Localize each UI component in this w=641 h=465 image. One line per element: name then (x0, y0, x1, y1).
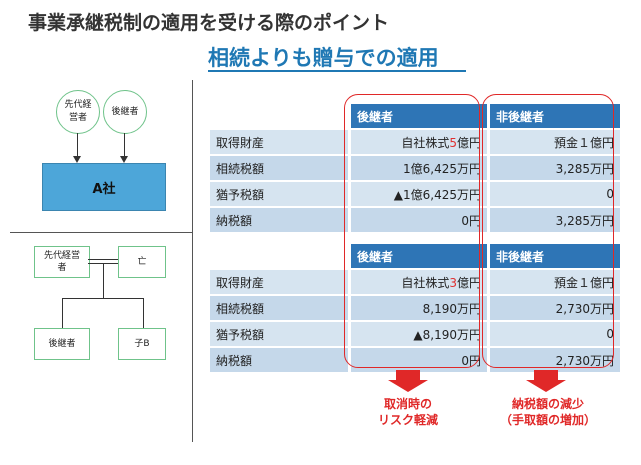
cell-non-successor: 0 (488, 321, 623, 348)
subtitle-underline (208, 70, 466, 72)
table-row: 猶予税額 ▲1億6,425万円 0 (210, 181, 623, 208)
company-label: A社 (92, 181, 116, 197)
successor-label: 後継者 (111, 106, 139, 117)
company-box: A社 (42, 163, 166, 211)
row-label: 取得財産 (210, 269, 351, 296)
row-label: 猶予税額 (210, 321, 351, 348)
arrow-line-predecessor (77, 133, 78, 161)
successor-highlight-ring (344, 94, 480, 368)
cell-successor: 0円 (349, 207, 490, 234)
table-row: 取得財産 自社株式3億円 預金１億円 (210, 269, 623, 296)
cell-text: 自社株式 (401, 135, 450, 150)
table-row: 相続税額 1億6,425万円 3,285万円 (210, 155, 623, 182)
row-label: 納税額 (210, 207, 351, 234)
note-tax-reduction: 納税額の減少 （手取額の増加） (488, 396, 608, 428)
child-line (143, 298, 144, 328)
header-non-successor: 非後継者 (488, 104, 623, 130)
cell-successor: ▲1億6,425万円 (349, 181, 490, 208)
cell-text: 自社株式 (401, 275, 450, 290)
cell-non-successor: 3,285万円 (488, 207, 623, 234)
table-header-row: 後継者 非後継者 (210, 244, 623, 270)
row-label: 猶予税額 (210, 181, 351, 208)
cell-successor: 自社株式3億円 (349, 269, 490, 296)
section-divider (10, 232, 192, 233)
table-row: 取得財産 自社株式5億円 預金１億円 (210, 129, 623, 156)
header-non-successor: 非後継者 (488, 244, 623, 270)
note-line: 取消時の (383, 397, 432, 411)
table-row: 猶予税額 ▲8,190万円 0 (210, 321, 623, 348)
cell-non-successor: 預金１億円 (488, 129, 623, 156)
family-child-box: 子B (118, 328, 166, 360)
child-line (62, 298, 63, 328)
family-successor-box: 後継者 (34, 328, 90, 360)
family-deceased-box: 亡 (118, 246, 166, 278)
highlight-number: 5 (449, 135, 457, 150)
note-line: リスク軽減 (377, 413, 438, 427)
cell-successor: 自社株式5億円 (349, 129, 490, 156)
descent-line (103, 263, 104, 298)
non-successor-highlight-ring (482, 94, 614, 368)
table-scenario-5oku: 後継者 非後継者 取得財産 自社株式5億円 預金１億円 相続税額 1億6,425… (210, 104, 623, 234)
cell-unit: 億円 (456, 135, 481, 150)
row-label: 相続税額 (210, 155, 351, 182)
cell-non-successor: 3,285万円 (488, 155, 623, 182)
family-child-label: 子B (134, 339, 150, 349)
header-blank (210, 244, 351, 270)
family-successor-label: 後継者 (48, 339, 76, 349)
table-scenario-3oku: 後継者 非後継者 取得財産 自社株式3億円 預金１億円 相続税額 8,190万円… (210, 244, 623, 374)
header-blank (210, 104, 351, 130)
cell-successor: 1億6,425万円 (349, 155, 490, 182)
cell-non-successor: 0 (488, 181, 623, 208)
cell-successor: 8,190万円 (349, 295, 490, 322)
note-line: （手取額の増加） (499, 413, 596, 427)
row-label: 納税額 (210, 347, 351, 374)
cell-successor: ▲8,190万円 (349, 321, 490, 348)
family-predecessor-box: 先代経営者 (34, 246, 90, 278)
row-label: 相続税額 (210, 295, 351, 322)
cell-non-successor: 2,730万円 (488, 295, 623, 322)
arrow-shaft (534, 370, 558, 380)
note-risk-reduction: 取消時の リスク軽減 (360, 396, 456, 428)
note-line: 納税額の減少 (511, 397, 584, 411)
arrow-line-successor (124, 133, 125, 161)
header-successor: 後継者 (349, 104, 490, 130)
down-arrow-icon (388, 380, 428, 392)
header-successor: 後継者 (349, 244, 490, 270)
table-row: 納税額 0円 3,285万円 (210, 207, 623, 234)
predecessor-circle: 先代経営者 (56, 90, 100, 134)
down-arrow-icon (526, 380, 566, 392)
family-deceased-label: 亡 (137, 257, 147, 267)
arrow-shaft (396, 370, 420, 380)
arrow-down-icon (120, 156, 128, 163)
table-row: 相続税額 8,190万円 2,730万円 (210, 295, 623, 322)
table-header-row: 後継者 非後継者 (210, 104, 623, 130)
page-title: 事業承継税制の適用を受ける際のポイント (28, 12, 390, 34)
cell-non-successor: 預金１億円 (488, 269, 623, 296)
marriage-line (88, 259, 118, 260)
row-label: 取得財産 (210, 129, 351, 156)
page-subtitle: 相続よりも贈与での適用 (208, 46, 439, 70)
successor-circle: 後継者 (103, 90, 147, 134)
cell-unit: 億円 (456, 275, 481, 290)
highlight-number: 3 (449, 275, 457, 290)
arrow-down-icon (73, 156, 81, 163)
vertical-divider (192, 80, 193, 442)
family-predecessor-label: 先代経営者 (44, 251, 81, 273)
predecessor-label: 先代経営者 (64, 100, 92, 123)
sibling-line (62, 298, 144, 299)
